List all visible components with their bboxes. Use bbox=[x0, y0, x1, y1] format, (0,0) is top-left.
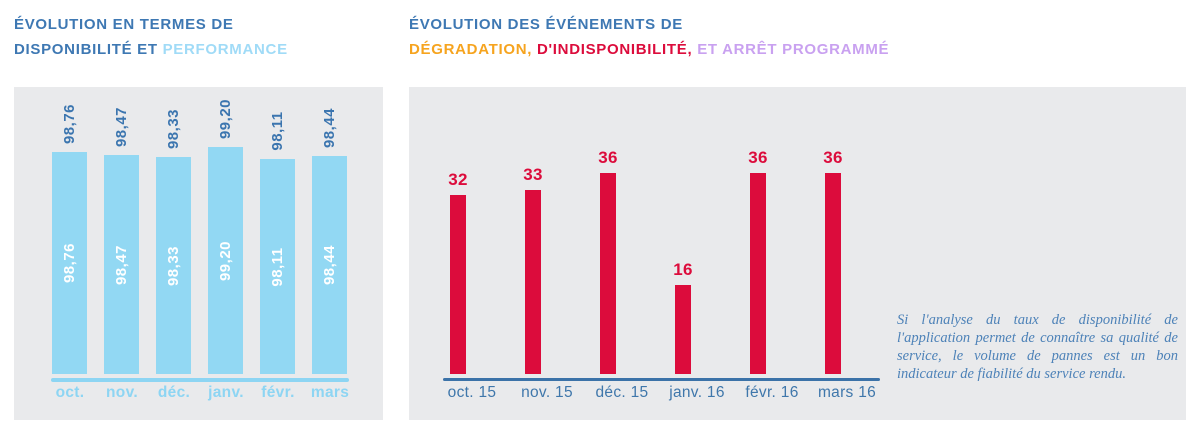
category-label: janv. bbox=[208, 384, 244, 401]
bar-mars bbox=[312, 156, 347, 374]
category-label: nov. 15 bbox=[521, 384, 573, 401]
title-segment: D'INDISPONIBILITÉ, bbox=[532, 41, 693, 58]
title-line: DÉGRADATION, D'INDISPONIBILITÉ, ET ARRÊT… bbox=[409, 37, 889, 62]
title-line: ÉVOLUTION DES ÉVÉNEMENTS DE bbox=[409, 12, 889, 37]
category-label: févr. bbox=[261, 384, 295, 401]
title-segment: DISPONIBILITÉ ET bbox=[14, 41, 163, 58]
title-segment: ET ARRÊT PROGRAMMÉ bbox=[692, 41, 890, 58]
bar-inner-label: 98,33 bbox=[164, 245, 182, 287]
bar-inner-label: 99,20 bbox=[216, 240, 234, 282]
category-label: déc. bbox=[157, 384, 191, 401]
bar-fvr bbox=[260, 159, 295, 374]
events-bar-chart: 32 oct. 15 33 nov. 15 36 déc. 15 16 janv. 16 36 f… bbox=[409, 87, 1186, 420]
availability-bar-chart: 98,76 98,76 oct. 98,47 98,47 nov. 98,33 98,33 dé… bbox=[14, 87, 383, 420]
category-label: janv. 16 bbox=[669, 384, 725, 401]
bar-nov bbox=[104, 155, 139, 374]
value-label: 99,20 bbox=[216, 98, 234, 140]
bar-fvr16 bbox=[750, 173, 766, 374]
title-segment: ÉVOLUTION DES ÉVÉNEMENTS DE bbox=[409, 16, 683, 33]
title-line: ÉVOLUTION EN TERMES DE bbox=[14, 12, 288, 37]
bar-oct bbox=[52, 152, 87, 374]
title-line: DISPONIBILITÉ ET PERFORMANCE bbox=[14, 37, 288, 62]
category-label: févr. 16 bbox=[745, 384, 799, 401]
bar-dc15 bbox=[600, 173, 616, 374]
value-label: 98,33 bbox=[164, 108, 182, 150]
bar-inner-label: 98,44 bbox=[320, 244, 338, 286]
value-label: 36 bbox=[748, 148, 768, 167]
category-label: déc. 15 bbox=[595, 384, 649, 401]
bar-dc bbox=[156, 157, 191, 374]
title-segment: ÉVOLUTION EN TERMES DE bbox=[14, 16, 234, 33]
value-label: 98,11 bbox=[268, 111, 286, 151]
bar-inner-label: 98,47 bbox=[112, 244, 130, 286]
value-label: 98,44 bbox=[320, 107, 338, 149]
value-label: 98,76 bbox=[60, 103, 78, 145]
category-label: oct. bbox=[55, 384, 85, 401]
annotation-text: Si l'analyse du taux de disponibilité de… bbox=[897, 312, 1178, 382]
category-label: mars bbox=[310, 384, 350, 401]
right-chart-title: ÉVOLUTION DES ÉVÉNEMENTS DE DÉGRADATION, … bbox=[409, 12, 889, 62]
left-chart-title: ÉVOLUTION EN TERMES DE DISPONIBILITÉ ET P… bbox=[14, 12, 288, 62]
category-label: mars 16 bbox=[817, 384, 877, 401]
x-axis bbox=[51, 378, 349, 382]
category-label: nov. bbox=[106, 384, 138, 401]
value-label: 16 bbox=[673, 260, 693, 279]
value-label: 98,47 bbox=[112, 106, 130, 148]
bar-mars16 bbox=[825, 173, 841, 374]
x-axis bbox=[443, 378, 880, 381]
category-label: oct. 15 bbox=[447, 384, 497, 401]
value-label: 32 bbox=[448, 170, 468, 189]
bar-nov15 bbox=[525, 190, 541, 374]
title-segment: PERFORMANCE bbox=[162, 41, 288, 58]
bar-janv16 bbox=[675, 285, 691, 374]
value-label: 36 bbox=[823, 148, 843, 167]
bar-oct15 bbox=[450, 195, 466, 374]
bar-inner-label: 98,76 bbox=[60, 242, 78, 284]
value-label: 33 bbox=[523, 165, 543, 184]
bar-janv bbox=[208, 147, 243, 374]
value-label: 36 bbox=[598, 148, 618, 167]
bar-inner-label: 98,11 bbox=[268, 247, 286, 287]
title-segment: DÉGRADATION, bbox=[409, 41, 533, 58]
